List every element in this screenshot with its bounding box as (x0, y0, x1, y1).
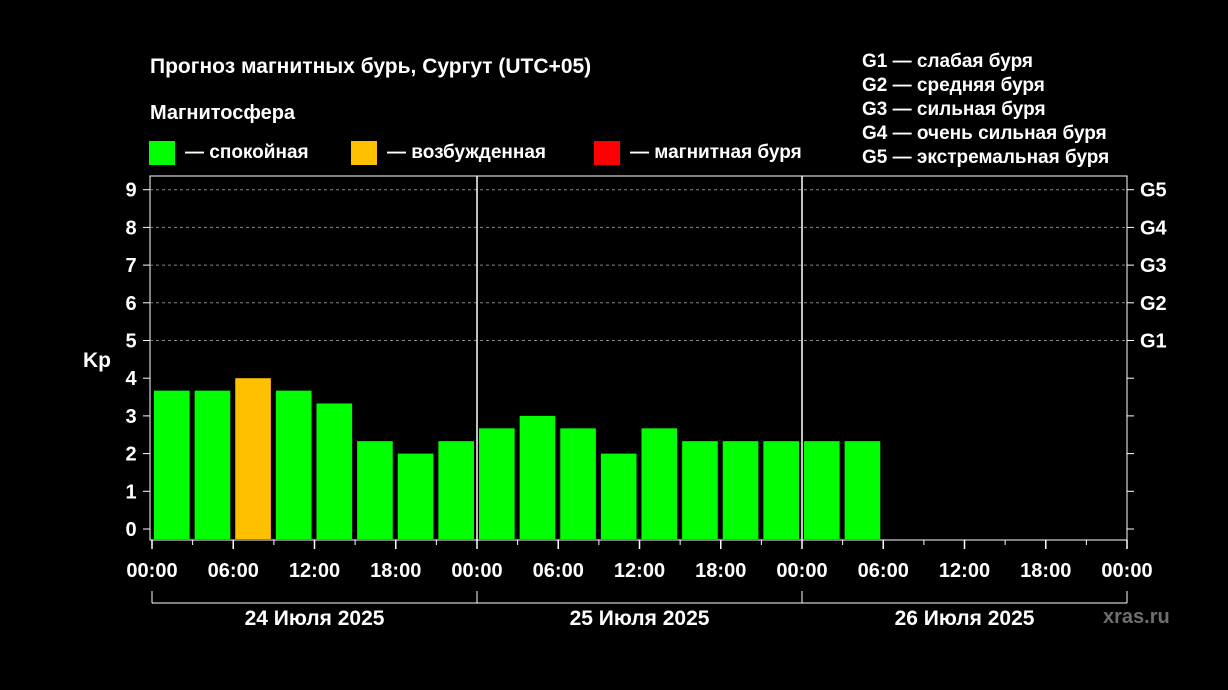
storm-level-g3: G3 — сильная буря (862, 99, 1046, 120)
y-tick-label-2: 2 (125, 444, 136, 466)
bar-3 (275, 390, 312, 539)
bar-17 (844, 441, 881, 539)
bar-0 (154, 390, 190, 539)
day-label-2: 26 Июля 2025 (895, 607, 1035, 630)
x-tick-label-2: 12:00 (289, 560, 340, 582)
legend-title: Магнитосфера (150, 102, 296, 124)
y-tick-label-4: 4 (125, 368, 137, 390)
y-tick-label-9: 9 (125, 180, 136, 202)
x-tick-label-1: 06:00 (208, 560, 259, 582)
legend-swatch-quiet (149, 141, 175, 165)
chart-title: Прогноз магнитных бурь, Сургут (UTC+05) (150, 55, 592, 78)
x-tick-label-3: 18:00 (370, 560, 421, 582)
bar-1 (194, 390, 231, 539)
x-tick-label-7: 18:00 (695, 560, 746, 582)
legend-item-excited: — возбужденная (351, 140, 546, 166)
storm-level-g1: G1 — слабая буря (862, 51, 1034, 72)
y-tick-label-7: 7 (125, 255, 136, 277)
x-tick-label-5: 06:00 (533, 560, 584, 582)
bar-8 (479, 428, 515, 539)
legend-label-quiet: — спокойная (185, 142, 309, 163)
right-axis-label-g3: G3 (1140, 255, 1167, 277)
bar-7 (438, 441, 474, 539)
legend-label-excited: — возбужденная (387, 142, 547, 163)
storm-level-g2: G2 — средняя буря (862, 75, 1045, 96)
x-tick-label-11: 18:00 (1020, 560, 1071, 582)
storm-level-g4: G4 — очень сильная буря (862, 123, 1107, 144)
y-tick-label-5: 5 (125, 331, 136, 353)
x-tick-label-12: 00:00 (1101, 560, 1152, 582)
x-tick-label-9: 06:00 (858, 560, 909, 582)
y-tick-label-8: 8 (125, 217, 136, 239)
bar-11 (600, 453, 637, 539)
y-axis-label: Kp (83, 349, 111, 372)
bar-9 (519, 415, 556, 539)
bar-13 (682, 441, 718, 539)
legend-swatch-excited (351, 141, 377, 165)
legend-item-quiet: — спокойная (149, 140, 309, 166)
bar-6 (397, 453, 434, 539)
legend-item-storm: — магнитная буря (594, 140, 802, 166)
storm-level-g5: G5 — экстремальная буря (862, 147, 1110, 168)
x-tick-label-8: 00:00 (776, 560, 827, 582)
legend-swatch-storm (594, 141, 620, 165)
bar-5 (357, 441, 393, 539)
day-label-0: 24 Июля 2025 (245, 607, 385, 630)
y-tick-label-6: 6 (125, 293, 136, 315)
bar-10 (560, 428, 596, 539)
storm-level-legend: G1 — слабая буря G2 — средняя буря G3 — … (862, 50, 1109, 170)
right-axis-label-g2: G2 (1140, 293, 1167, 315)
right-axis-label-g1: G1 (1140, 331, 1167, 353)
y-tick-label-1: 1 (125, 481, 136, 503)
y-tick-label-0: 0 (125, 519, 136, 541)
x-tick-label-4: 00:00 (451, 560, 502, 582)
bar-12 (641, 428, 678, 539)
bar-15 (763, 441, 799, 539)
legend-label-storm: — магнитная буря (630, 142, 802, 163)
bar-2 (235, 378, 271, 539)
right-axis-label-g5: G5 (1140, 180, 1167, 202)
bar-16 (804, 441, 840, 539)
watermark: xras.ru (1103, 606, 1170, 628)
bar-14 (722, 441, 759, 539)
bar-4 (316, 403, 353, 539)
x-tick-label-6: 12:00 (614, 560, 665, 582)
day-label-1: 25 Июля 2025 (570, 607, 710, 630)
x-tick-label-10: 12:00 (939, 560, 990, 582)
y-tick-label-3: 3 (125, 406, 136, 428)
plot-frame (149, 175, 1128, 541)
right-axis-label-g4: G4 (1140, 217, 1168, 239)
x-tick-label-0: 00:00 (126, 560, 177, 582)
